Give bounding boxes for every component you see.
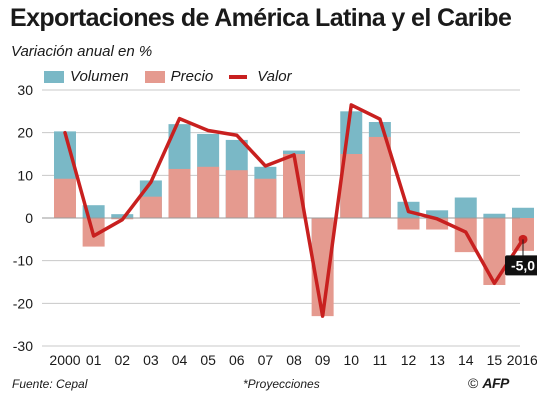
bar-volumen: [111, 214, 134, 218]
bar-precio: [54, 178, 76, 218]
legend-swatch-valor: [229, 74, 248, 79]
x-tick-label: 12: [401, 352, 417, 368]
legend-swatch-volumen: [44, 70, 64, 83]
y-tick-label: -10: [13, 253, 33, 269]
x-tick-label: 2000: [49, 352, 80, 368]
legend-label-precio: Precio: [170, 68, 214, 85]
x-tick-label: 07: [258, 352, 274, 368]
copyright-symbol: ©: [468, 375, 479, 391]
x-tick-label: 10: [343, 352, 359, 368]
x-tick-label: 04: [172, 352, 188, 368]
x-tick-label: 11: [373, 352, 388, 368]
bar-volumen: [512, 207, 534, 218]
bar-precio: [397, 218, 420, 230]
y-tick-label: 20: [17, 125, 33, 141]
x-tick-label: 03: [143, 352, 159, 368]
legend-swatch-precio: [144, 70, 165, 83]
bar-precio: [483, 218, 506, 285]
x-tick-label: 08: [286, 352, 302, 368]
bar-precio: [368, 136, 391, 218]
bar-precio: [283, 154, 305, 218]
y-tick-label: 10: [17, 167, 33, 183]
chart-subtitle: Variación anual en %: [11, 43, 153, 60]
bar-precio: [168, 168, 191, 218]
x-tick-label: 02: [114, 352, 130, 368]
x-tick-label: 06: [229, 352, 245, 368]
bar-precio: [139, 196, 162, 218]
x-tick-label: 2016*: [507, 352, 537, 368]
bar-precio: [254, 178, 277, 218]
y-tick-label: 0: [25, 210, 33, 226]
x-tick-label: 09: [315, 352, 331, 368]
bar-precio: [426, 218, 449, 230]
projection-note: *Proyecciones: [243, 377, 320, 391]
bar-precio: [340, 154, 363, 218]
bar-precio: [225, 170, 248, 218]
legend-label-volumen: Volumen: [70, 68, 129, 85]
legend-label-valor: Valor: [257, 68, 292, 85]
agency-credit: © AFP: [468, 375, 509, 391]
x-tick-label: 05: [200, 352, 216, 368]
afp-logo: AFP: [482, 375, 509, 391]
legend: Volumen Precio Valor: [44, 68, 308, 85]
annotation-label: -5,0: [511, 257, 535, 273]
legend-item-volumen: Volumen: [44, 68, 129, 85]
bar-volumen: [483, 213, 506, 218]
bar-volumen: [454, 197, 477, 218]
bar-precio: [512, 218, 534, 251]
chart-title: Exportaciones de América Latina y el Car…: [10, 4, 512, 32]
x-tick-label: 13: [429, 352, 445, 368]
y-tick-label: 30: [17, 82, 33, 98]
annotation-box: [505, 255, 537, 276]
legend-item-precio: Precio: [144, 68, 214, 85]
x-tick-label: 01: [86, 352, 102, 368]
bar-volumen: [426, 210, 449, 218]
legend-item-valor: Valor: [229, 68, 292, 85]
source-note: Fuente: Cepal: [12, 377, 88, 391]
y-tick-label: -30: [13, 338, 33, 354]
x-tick-label: 15: [487, 352, 503, 368]
x-tick-label: 14: [458, 352, 474, 368]
bar-precio: [197, 166, 220, 218]
y-tick-label: -20: [13, 295, 33, 311]
